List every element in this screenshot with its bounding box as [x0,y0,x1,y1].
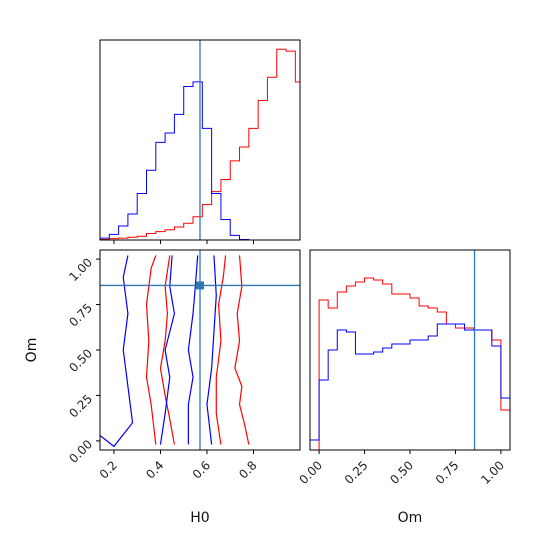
joint-xtick-label-3: 0.8 [236,458,259,481]
joint-ytick-label-3: 0.75 [66,301,95,330]
y-axis-label-om: Om [24,338,40,363]
contour-red-0 [145,255,157,445]
h0-om-contour-panel: 0.2 0.4 0.6 0.8 0.00 0.25 0.50 0.75 1.00 [66,249,301,482]
h0-hist-series-group [100,40,300,240]
om-hist-series-group [310,250,510,450]
contour-blue-2 [187,255,199,445]
contour-blue-1 [159,255,176,445]
om-hist-series-blue [310,323,510,450]
om-histogram-panel: 0.00 0.25 0.50 0.75 1.00 [296,249,511,487]
h0-hist-frame [99,39,301,241]
x-axis-label-om: Om [398,510,423,526]
joint-xtick-label-1: 0.4 [143,458,166,481]
joint-ytick-label-2: 0.50 [66,346,95,375]
joint-ytick-label-1: 0.25 [66,392,95,421]
joint-ytick-label-0: 0.00 [66,437,95,466]
h0-hist-series-red [100,48,300,240]
om-hist-xtick-label-1: 0.25 [342,458,371,487]
h0-histogram-panel [99,39,301,244]
contour-red-1 [159,255,176,445]
om-hist-series-red [310,277,510,450]
joint-contours-group [100,250,300,450]
x-axis-label-h0: H0 [190,510,209,526]
om-hist-frame [309,249,511,451]
contour-blue-3 [206,255,217,445]
joint-xtick-label-0: 0.2 [97,458,120,481]
om-hist-xtick-label-4: 1.00 [478,458,507,487]
om-hist-xtick-label-2: 0.50 [387,458,416,487]
om-hist-xtick-label-3: 0.75 [433,458,462,487]
om-hist-xtick-label-0: 0.00 [296,458,325,487]
contour-red-2 [215,255,227,445]
joint-truth-marker [196,281,204,290]
joint-xtick-label-2: 0.6 [190,458,213,481]
contour-blue-0 [100,255,134,448]
contour-red-3 [234,255,250,445]
joint-ytick-label-4: 1.00 [66,255,95,284]
